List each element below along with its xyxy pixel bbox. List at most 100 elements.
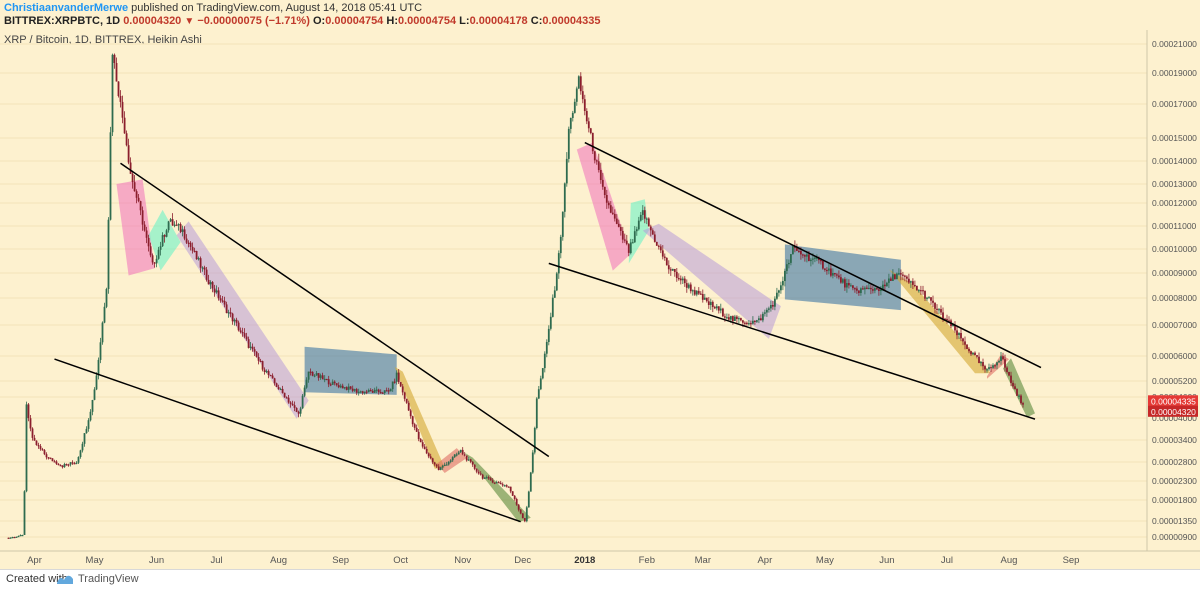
candle-body — [111, 54, 114, 133]
tradingview-brand[interactable]: TradingView — [78, 573, 139, 585]
candle-body — [185, 238, 188, 243]
price-tag-box — [1148, 405, 1198, 417]
candle-body — [908, 278, 910, 283]
candle-body — [329, 384, 332, 386]
candle-body — [173, 224, 176, 226]
candle-body — [842, 279, 844, 283]
candle-body — [403, 392, 406, 399]
highlight-box — [987, 354, 1009, 379]
candle-body — [405, 398, 408, 403]
author-link[interactable]: ChristiaanvanderMerwe — [4, 2, 129, 14]
candle-body — [633, 231, 636, 243]
candle-body — [669, 269, 672, 271]
candle-body — [215, 290, 218, 293]
candle-body — [613, 213, 616, 219]
candle-body — [914, 285, 916, 287]
candle-body — [952, 324, 954, 327]
candle-body — [968, 349, 970, 352]
candle-body — [113, 54, 116, 63]
candle-body — [439, 467, 442, 470]
time-tick-label: Mar — [695, 555, 711, 566]
candle-body — [133, 182, 136, 192]
candle-body — [257, 357, 260, 361]
candle-body — [750, 323, 752, 325]
price-tick-label: 0.00008000 — [1152, 293, 1197, 303]
candle-body — [117, 81, 120, 96]
candle-body — [695, 290, 698, 295]
highlight-box — [176, 221, 309, 419]
candle-body — [255, 351, 258, 357]
candle-body — [996, 362, 998, 366]
candle-body — [515, 499, 518, 505]
candle-body — [752, 320, 754, 324]
candle-body — [788, 262, 790, 265]
candle-body — [335, 383, 338, 386]
candle-body — [49, 457, 52, 459]
candle-body — [581, 91, 584, 100]
high-value: 0.00004754 — [397, 15, 457, 27]
candle-body — [221, 300, 224, 302]
candle-body — [103, 306, 106, 323]
candle-body — [962, 338, 964, 342]
candle-body — [830, 268, 832, 276]
candle-body — [483, 477, 486, 479]
candle-body — [866, 287, 868, 289]
price-tick-label: 0.00019000 — [1152, 68, 1197, 78]
candle-body — [345, 387, 348, 390]
candle-body — [339, 385, 342, 388]
candle-body — [145, 230, 148, 238]
candle-body — [447, 461, 450, 465]
candle-body — [463, 454, 466, 456]
candle-body — [373, 389, 376, 393]
candle-body — [938, 309, 940, 311]
price-tick-label: 0.00002800 — [1152, 457, 1197, 467]
candle-body — [599, 170, 602, 180]
candle-body — [477, 471, 480, 474]
candle-body — [391, 381, 394, 390]
candle-body — [393, 381, 396, 383]
candle-body — [305, 379, 308, 388]
candle-body — [762, 313, 764, 321]
candle-body — [609, 205, 612, 213]
time-axis[interactable]: Apr May Jun Jul Aug Sep Oct Nov Dec 2018 Feb Mar Apr… — [27, 555, 1079, 566]
candle-body — [109, 132, 112, 220]
highlight-box — [576, 142, 631, 271]
candle-body — [874, 288, 876, 291]
candle-body — [724, 316, 726, 318]
candle-body — [880, 289, 882, 291]
candle-body — [387, 390, 390, 392]
price-axis[interactable]: 0.00021000 0.00019000 0.00017000 0.00015000… — [1152, 39, 1197, 542]
candle-body — [960, 333, 962, 339]
candle-body — [413, 424, 416, 428]
candle-body — [834, 273, 836, 275]
candle-body — [441, 465, 444, 468]
candle-body — [934, 302, 936, 309]
candle-body — [355, 389, 358, 393]
time-tick-label: Oct — [393, 555, 408, 566]
candle-body — [247, 339, 250, 348]
candle-body — [824, 268, 826, 270]
candle-body — [157, 249, 160, 259]
candle-body — [657, 245, 660, 247]
candle-body — [141, 210, 144, 225]
candle-body — [519, 509, 522, 514]
candle-body — [95, 375, 98, 390]
candle-body — [147, 237, 150, 247]
candle-body — [239, 330, 242, 333]
candle-body — [97, 359, 100, 376]
candle-body — [83, 433, 86, 444]
candle-body — [459, 449, 462, 453]
candle-body — [571, 112, 574, 118]
candle-body — [191, 246, 194, 251]
candle-body — [828, 268, 830, 271]
highlight-box — [642, 223, 781, 339]
candle-body — [643, 210, 646, 219]
candle-body — [625, 240, 628, 245]
candle-body — [149, 246, 152, 256]
chart-description: XRP / Bitcoin, 1D, BITTREX, Heikin Ashi — [4, 34, 202, 46]
candle-body — [878, 289, 880, 291]
candle-body — [605, 195, 608, 203]
candle-body — [661, 250, 664, 257]
candle-body — [936, 308, 938, 310]
